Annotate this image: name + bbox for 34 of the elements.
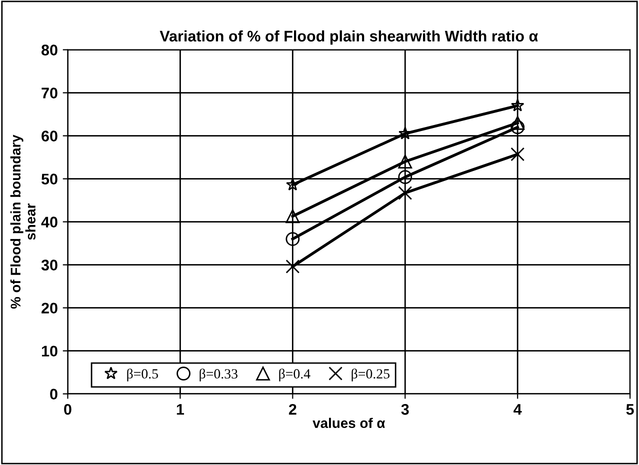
point (510, 120, 525, 134)
legend-label: β=0.25 (352, 368, 390, 382)
legend-label: β=0.33 (200, 368, 238, 382)
x-tick-label: 1 (176, 404, 184, 415)
y-tick-label: 20 (42, 302, 58, 314)
y-tick-label: 60 (42, 130, 58, 142)
point (398, 126, 412, 140)
y-tick-label: 50 (41, 174, 58, 184)
point (286, 232, 300, 246)
x-tick-label: 4 (514, 404, 522, 415)
legend-label: β=0.4 (279, 368, 310, 382)
point (510, 116, 525, 130)
chart-title: Variation of % of Flood plain shearwith Width ratio α (160, 30, 538, 45)
y-tick-label: 30 (41, 260, 58, 271)
legend-label: β=0.5 (127, 368, 158, 382)
x-tick-label: 3 (401, 404, 409, 415)
y-tick-label: 80 (42, 44, 58, 56)
point (510, 98, 524, 112)
x-tick-label: 5 (626, 404, 634, 415)
point (510, 147, 525, 162)
point (398, 186, 412, 200)
y-tick-label: 70 (42, 88, 58, 98)
y-axis-title: % of Flood plain boundary shear (10, 134, 36, 309)
x-tick-label: 0 (64, 404, 72, 415)
x-tick-label: 2 (288, 404, 296, 415)
y-tick-label: 0 (50, 388, 58, 400)
x-axis-title: values of α (312, 418, 386, 428)
point (286, 178, 300, 191)
point (398, 170, 412, 184)
point (286, 209, 300, 224)
y-tick-label: 40 (41, 216, 58, 228)
y-tick-label: 10 (42, 346, 58, 357)
point (286, 260, 300, 274)
point (398, 154, 412, 169)
